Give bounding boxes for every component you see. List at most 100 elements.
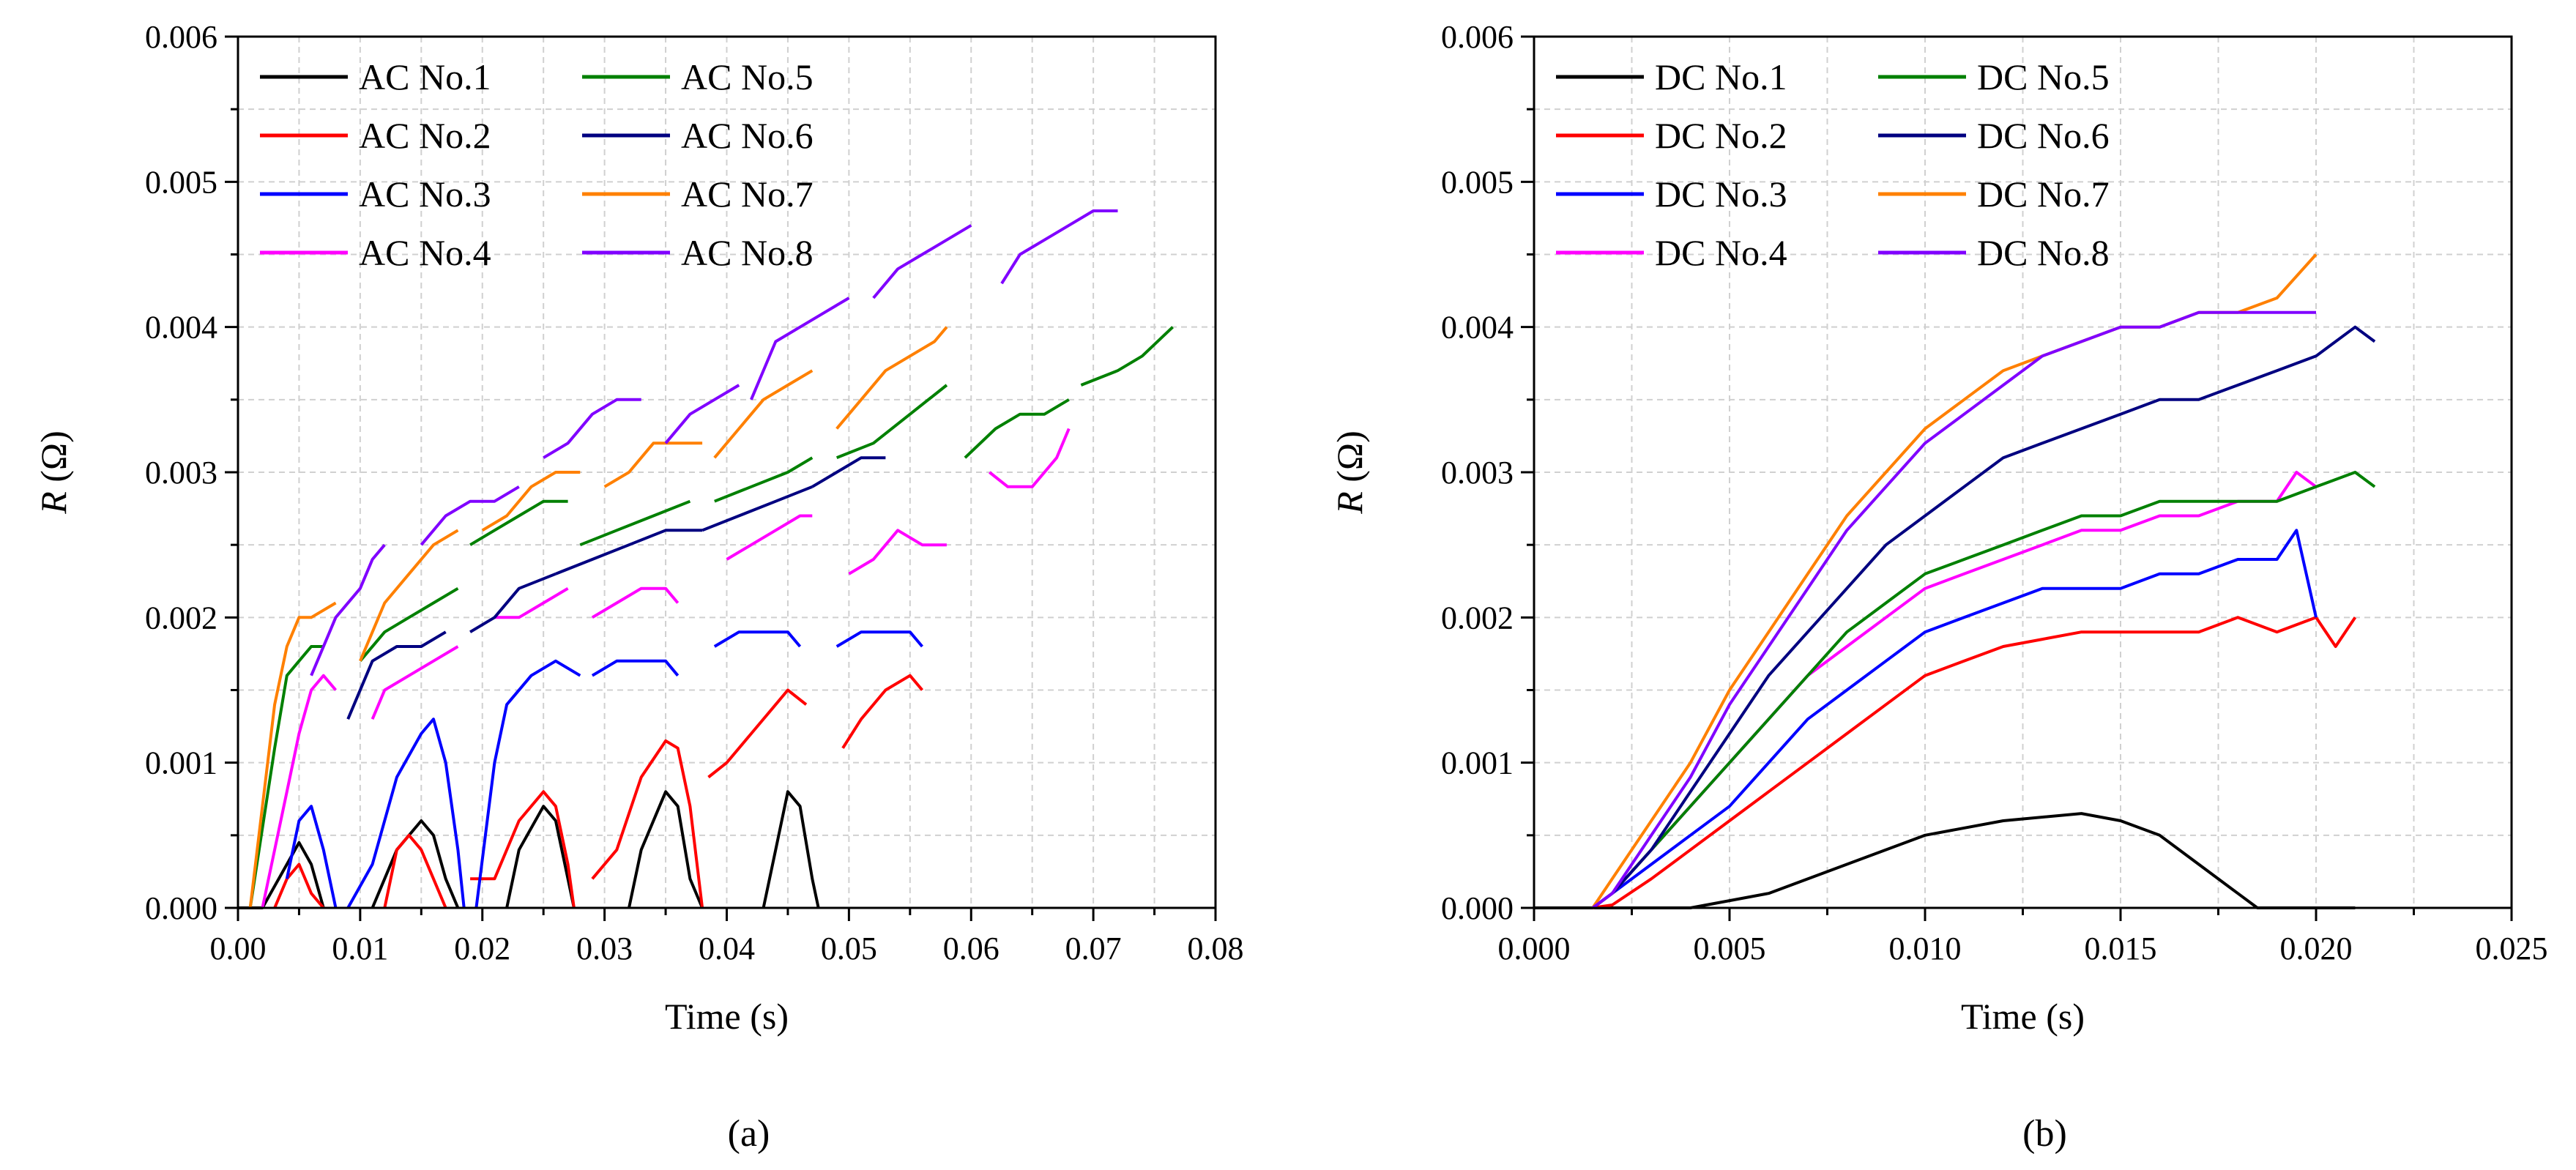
panel-a-chart: 0.00 0.01 0.02 0.03 0.04 0.05 0.06 0.07 0.08 0.00… — [33, 19, 1244, 1155]
panel-a-y-axis-title: R (Ω) — [33, 431, 74, 515]
series-line-segment — [346, 630, 447, 720]
panel-b-series-dc-no-6 — [1591, 325, 2376, 909]
series-line-segment — [1592, 616, 2357, 909]
series-line-segment — [371, 645, 459, 720]
panel-a-y-tick-label: 0.006 — [145, 19, 217, 55]
series-line-segment — [346, 718, 466, 909]
series-line-segment — [989, 428, 1071, 488]
panel-b-x-tick-label: 0.010 — [1889, 931, 1962, 966]
panel-b-x-tick-label: 0.000 — [1498, 931, 1571, 966]
legend-label: AC No.3 — [359, 174, 491, 215]
panel-b-series-dc-no-1 — [1534, 812, 2356, 909]
series-line-segment — [713, 630, 802, 648]
panel-a-x-tick-label: 0.03 — [576, 931, 633, 966]
series-line-segment — [591, 659, 680, 677]
panel-a-y-axis-symbol: R — [33, 491, 74, 515]
panel-a-series-ac-no-4 — [261, 428, 1071, 909]
legend-item: AC No.8 — [582, 232, 814, 273]
series-line-segment — [543, 398, 641, 459]
series-line-segment — [1080, 326, 1174, 387]
panel-a-y-tick-label: 0.005 — [145, 164, 217, 200]
series-line-segment — [494, 586, 569, 619]
legend-item: AC No.3 — [260, 174, 491, 215]
legend-label: DC No.6 — [1977, 115, 2110, 156]
legend-label: AC No.7 — [681, 174, 814, 215]
series-line-segment — [841, 674, 924, 749]
series-line-segment — [285, 805, 338, 909]
series-line-segment — [1591, 471, 2376, 909]
panel-a-x-tick-label: 0.02 — [454, 931, 510, 966]
panel-b-grid — [1534, 37, 2512, 908]
series-line-segment — [359, 529, 459, 662]
legend-label: DC No.8 — [1977, 232, 2110, 273]
series-line-segment — [273, 862, 325, 909]
panel-b-legend: DC No.1 DC No.2 DC No.3 DC No.4 DC No.5 DC No… — [1556, 56, 2110, 273]
series-line-segment — [726, 514, 813, 561]
series-line-segment — [762, 790, 820, 909]
series-line-segment — [371, 819, 460, 909]
legend-item: DC No.5 — [1878, 56, 2110, 97]
series-line-segment — [872, 224, 972, 299]
series-line-segment — [835, 630, 924, 648]
series-line-segment — [474, 659, 581, 909]
series-line-segment — [505, 805, 576, 909]
legend-label: AC No.5 — [681, 56, 814, 97]
series-line-segment — [628, 790, 704, 909]
series-line-segment — [713, 369, 814, 459]
series-line-segment — [603, 441, 703, 488]
legend-item: AC No.5 — [582, 56, 814, 97]
legend-label: DC No.2 — [1655, 115, 1787, 156]
panel-a-y-axis-unit: (Ω) — [33, 431, 74, 491]
series-line-segment — [579, 499, 691, 547]
panel-b-series-dc-no-2 — [1592, 616, 2357, 909]
legend-item: DC No.7 — [1878, 174, 2110, 215]
series-line-segment — [555, 529, 703, 575]
panel-b-ticks: 0.000 0.005 0.010 0.015 0.020 0.025 0.000 0.001… — [1441, 19, 2548, 966]
legend-item: AC No.6 — [582, 115, 814, 156]
legend-item: DC No.8 — [1878, 232, 2110, 273]
series-line-segment — [420, 485, 520, 546]
panel-a-x-tick-label: 0.04 — [699, 931, 755, 966]
panel-a-ticks: 0.00 0.01 0.02 0.03 0.04 0.05 0.06 0.07 0.08 0.00… — [145, 19, 1244, 966]
series-line-segment — [591, 586, 680, 619]
legend-label: AC No.6 — [681, 115, 814, 156]
panel-a-series-ac-no-5 — [248, 326, 1174, 909]
panel-b-y-axis-symbol: R — [1329, 491, 1370, 515]
legend-label: DC No.4 — [1655, 232, 1787, 273]
series-line-segment — [469, 499, 568, 546]
legend-label: DC No.3 — [1655, 174, 1787, 215]
series-line-segment — [469, 572, 556, 633]
panel-b-x-axis-title: Time (s) — [1961, 996, 2085, 1037]
panel-b-label: (b) — [2022, 1113, 2067, 1155]
panel-a-series-ac-no-3 — [285, 630, 924, 909]
series-line-segment — [1534, 812, 2356, 909]
panel-b-x-tick-label: 0.025 — [2476, 931, 2548, 966]
series-line-segment — [750, 297, 850, 400]
series-line-segment — [714, 456, 814, 503]
panel-b-x-tick-label: 0.020 — [2280, 931, 2353, 966]
panel-b-series-lines — [1534, 253, 2376, 909]
series-line-segment — [261, 674, 338, 909]
panel-a-series-ac-no-2 — [273, 674, 924, 909]
legend-item: DC No.3 — [1556, 174, 1787, 215]
legend-item: DC No.4 — [1556, 232, 1787, 273]
panel-b-series-dc-no-3 — [1591, 529, 2318, 909]
panel-a-label: (a) — [728, 1113, 770, 1155]
series-line-segment — [591, 739, 704, 909]
panel-b-x-tick-label: 0.005 — [1694, 931, 1766, 966]
panel-a-y-tick-label: 0.004 — [145, 310, 217, 346]
legend-item: DC No.2 — [1556, 115, 1787, 156]
series-line-segment — [1591, 310, 2316, 909]
panel-b-series-dc-no-8 — [1591, 310, 2316, 909]
series-line-segment — [701, 485, 814, 532]
legend-label: AC No.2 — [359, 115, 491, 156]
legend-item: AC No.1 — [260, 56, 491, 97]
series-line-segment — [848, 529, 947, 575]
panel-b-y-tick-label: 0.004 — [1441, 310, 1514, 346]
legend-item: DC No.6 — [1878, 115, 2110, 156]
series-line-segment — [383, 833, 447, 909]
panel-a-series-lines — [238, 209, 1174, 909]
panel-b-x-tick-label: 0.015 — [2085, 931, 2157, 966]
panel-b-y-axis-unit: (Ω) — [1329, 431, 1370, 491]
